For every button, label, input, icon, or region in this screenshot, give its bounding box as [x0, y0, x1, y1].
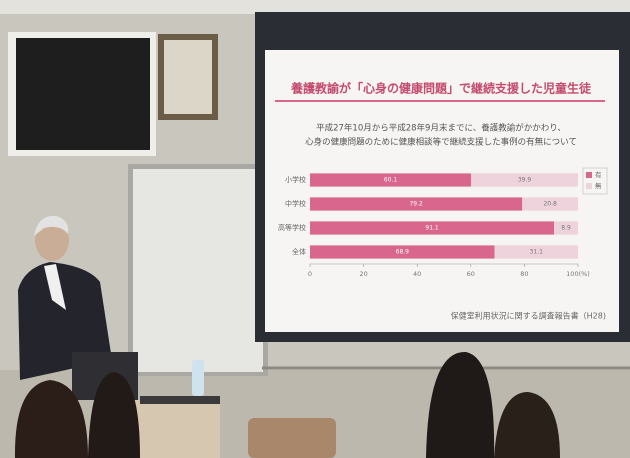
- frame-inner: [164, 40, 212, 114]
- x-tick-label: 100(%): [566, 270, 590, 278]
- chart-subtitle: 心身の健康問題のために健康相談等で継続支援した事例の有無について: [305, 137, 577, 148]
- chart-subtitle: 平成27年10月から平成28年9月末までに、養護教諭がかかわり、: [316, 123, 566, 134]
- x-tick-label: 80: [520, 270, 528, 278]
- x-tick-label: 40: [413, 270, 421, 278]
- photo: 養護教諭が「心身の健康問題」で継続支援した児童生徒 平成27年10月から平成28…: [0, 0, 630, 458]
- whiteboard: [133, 169, 263, 372]
- data-label: 20.8: [543, 201, 557, 208]
- chart-source: 保健室利用状況に関する調査報告書（H28): [451, 311, 606, 321]
- data-label: 79.2: [409, 201, 423, 208]
- legend-label: 有: [595, 170, 602, 179]
- x-tick-label: 0: [308, 270, 312, 278]
- y-tick-label: 高等学校: [278, 223, 306, 232]
- ceiling: [0, 0, 630, 14]
- data-label: 31.1: [530, 249, 544, 256]
- y-tick-label: 中学校: [285, 199, 306, 208]
- chair: [248, 418, 336, 458]
- y-tick-label: 全体: [292, 247, 306, 256]
- x-tick-label: 60: [467, 270, 475, 278]
- desk-top: [140, 396, 220, 404]
- data-label: 68.9: [396, 249, 410, 256]
- tv-screen: [16, 38, 150, 150]
- y-tick-label: 小学校: [285, 175, 306, 184]
- legend-label: 無: [595, 181, 602, 190]
- data-label: 39.9: [518, 177, 532, 184]
- data-label: 8.9: [561, 225, 571, 232]
- legend-swatch: [586, 172, 592, 178]
- data-label: 91.1: [425, 225, 439, 232]
- legend-swatch: [586, 183, 592, 189]
- x-tick-label: 20: [359, 270, 367, 278]
- chart-title: 養護教諭が「心身の健康問題」で継続支援した児童生徒: [290, 81, 592, 96]
- data-label: 60.1: [384, 177, 398, 184]
- bottle: [192, 360, 204, 396]
